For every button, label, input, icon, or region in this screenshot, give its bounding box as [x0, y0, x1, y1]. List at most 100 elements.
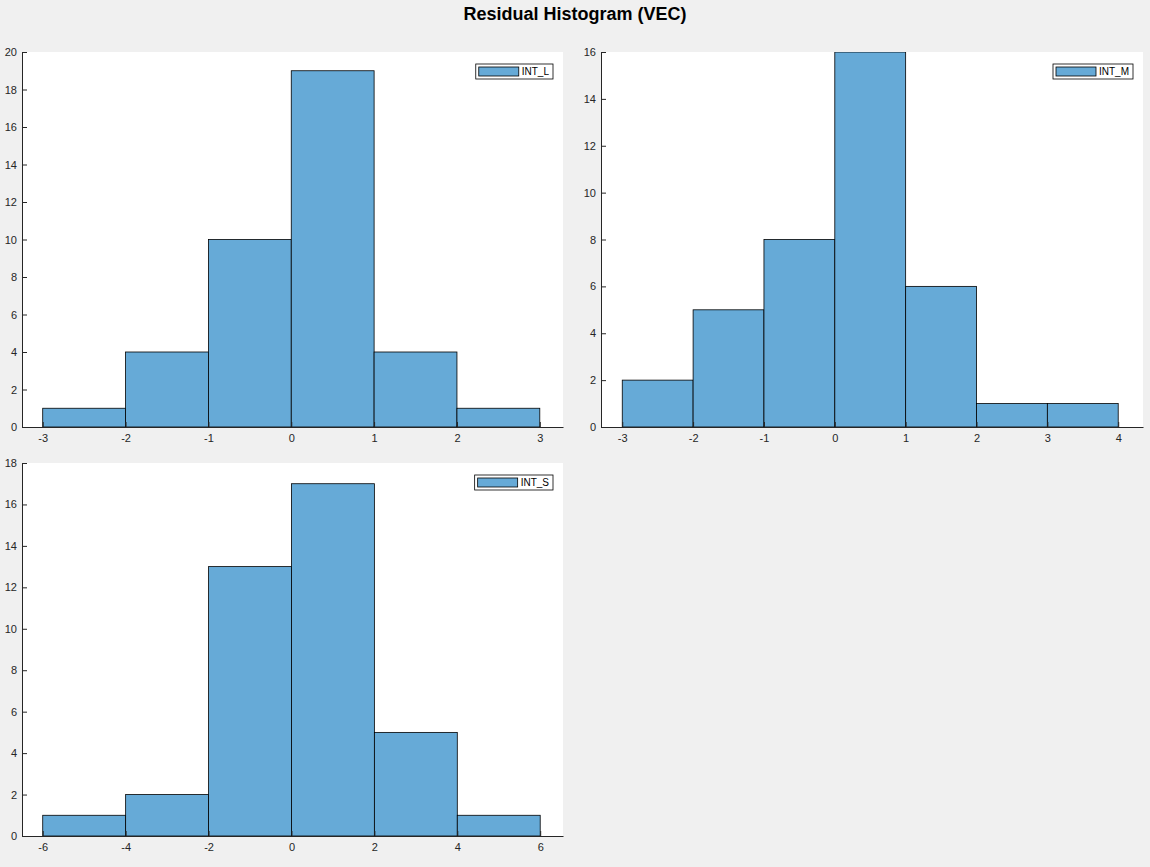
tick-label: 2	[590, 374, 596, 386]
tick-mark	[601, 52, 606, 53]
tick-label: 1	[372, 432, 378, 444]
tick-label: -3	[618, 432, 628, 444]
tick-mark	[22, 546, 27, 547]
tick-mark	[540, 831, 541, 836]
tick-mark	[693, 422, 694, 427]
tick: 16	[5, 498, 27, 510]
tick-mark	[22, 240, 27, 241]
figure-background	[0, 0, 1150, 867]
tick: 8	[11, 271, 27, 283]
x-axis: -6-4-20246	[23, 831, 564, 853]
tick-mark	[601, 99, 606, 100]
histogram-bar	[374, 352, 457, 427]
tick-label: 12	[5, 196, 17, 208]
histogram-bar	[764, 240, 835, 428]
tick-mark	[22, 712, 27, 713]
legend: INT_L	[476, 64, 553, 79]
tick-mark	[601, 380, 606, 381]
tick: 18	[5, 457, 27, 469]
tick-label: 14	[584, 93, 596, 105]
histogram-bar	[43, 408, 126, 427]
tick: 14	[584, 93, 606, 105]
tick-label: 3	[537, 432, 543, 444]
tick-label: 16	[5, 121, 17, 133]
histogram-bar	[209, 567, 292, 836]
legend: INT_S	[475, 475, 553, 490]
tick-label: 0	[590, 421, 596, 433]
tick-label: 0	[11, 830, 17, 842]
tick-mark	[22, 315, 27, 316]
tick-mark	[764, 422, 765, 427]
tick-label: 0	[289, 432, 295, 444]
tick: 6	[11, 706, 27, 718]
tick-mark	[601, 146, 606, 147]
subplot: -3-2-1012302468101214161820INT_L	[5, 46, 564, 444]
tick-mark	[374, 831, 375, 836]
tick: 0	[11, 830, 27, 842]
tick: 3	[1045, 422, 1051, 444]
tick-mark	[1118, 422, 1119, 427]
x-axis-line	[23, 427, 564, 428]
tick-mark	[601, 286, 606, 287]
tick: 10	[5, 234, 27, 246]
tick-label: 8	[11, 271, 17, 283]
tick-label: 14	[5, 159, 17, 171]
tick-mark	[22, 202, 27, 203]
histogram-bar	[126, 795, 209, 836]
figure-title: Residual Histogram (VEC)	[463, 4, 686, 24]
histogram-bar	[835, 52, 906, 427]
subplot: -3-2-1012340246810121416INT_M	[584, 46, 1144, 444]
tick-label: 0	[832, 432, 838, 444]
tick-label: 1	[903, 432, 909, 444]
bars	[43, 71, 540, 427]
tick-mark	[126, 422, 127, 427]
legend-box	[476, 64, 553, 79]
tick-label: -2	[121, 432, 131, 444]
histogram-bar	[906, 286, 977, 427]
histogram-bar	[457, 408, 540, 427]
x-axis-line	[23, 836, 564, 837]
tick-label: 6	[538, 841, 544, 853]
tick-mark	[22, 165, 27, 166]
tick-label: 0	[289, 841, 295, 853]
tick-label: 8	[11, 664, 17, 676]
tick: -2	[204, 831, 214, 853]
tick: 2	[590, 374, 606, 386]
histogram-bar	[457, 815, 540, 836]
tick: 6	[538, 831, 544, 853]
tick-mark	[22, 390, 27, 391]
tick-mark	[22, 795, 27, 796]
tick: -1	[204, 422, 214, 444]
tick: 1	[903, 422, 909, 444]
tick-mark	[457, 422, 458, 427]
tick: -2	[121, 422, 131, 444]
tick: -3	[38, 422, 48, 444]
tick-mark	[601, 193, 606, 194]
plot-background	[22, 52, 563, 427]
legend-swatch	[1056, 67, 1096, 76]
tick-mark	[126, 831, 127, 836]
tick-mark	[43, 831, 44, 836]
tick-label: 12	[584, 140, 596, 152]
tick: 4	[1116, 422, 1122, 444]
tick: 12	[584, 140, 606, 152]
tick-label: 6	[11, 309, 17, 321]
tick-mark	[22, 127, 27, 128]
histogram-bar	[1047, 404, 1118, 427]
histogram-bar	[291, 71, 374, 427]
legend-swatch	[478, 478, 518, 487]
tick: 3	[537, 422, 543, 444]
tick: 0	[289, 422, 295, 444]
tick-label: -4	[121, 841, 131, 853]
histogram-bar	[977, 404, 1048, 427]
histogram-bar	[374, 732, 457, 836]
tick-label: -3	[38, 432, 48, 444]
tick: 16	[5, 121, 27, 133]
tick-mark	[601, 333, 606, 334]
histogram-bar	[622, 380, 693, 427]
tick-mark	[906, 422, 907, 427]
tick-label: 18	[5, 457, 17, 469]
tick-label: 2	[454, 432, 460, 444]
figure: Residual Histogram (VEC)-3-2-10123024681…	[0, 0, 1150, 867]
tick-mark	[208, 422, 209, 427]
